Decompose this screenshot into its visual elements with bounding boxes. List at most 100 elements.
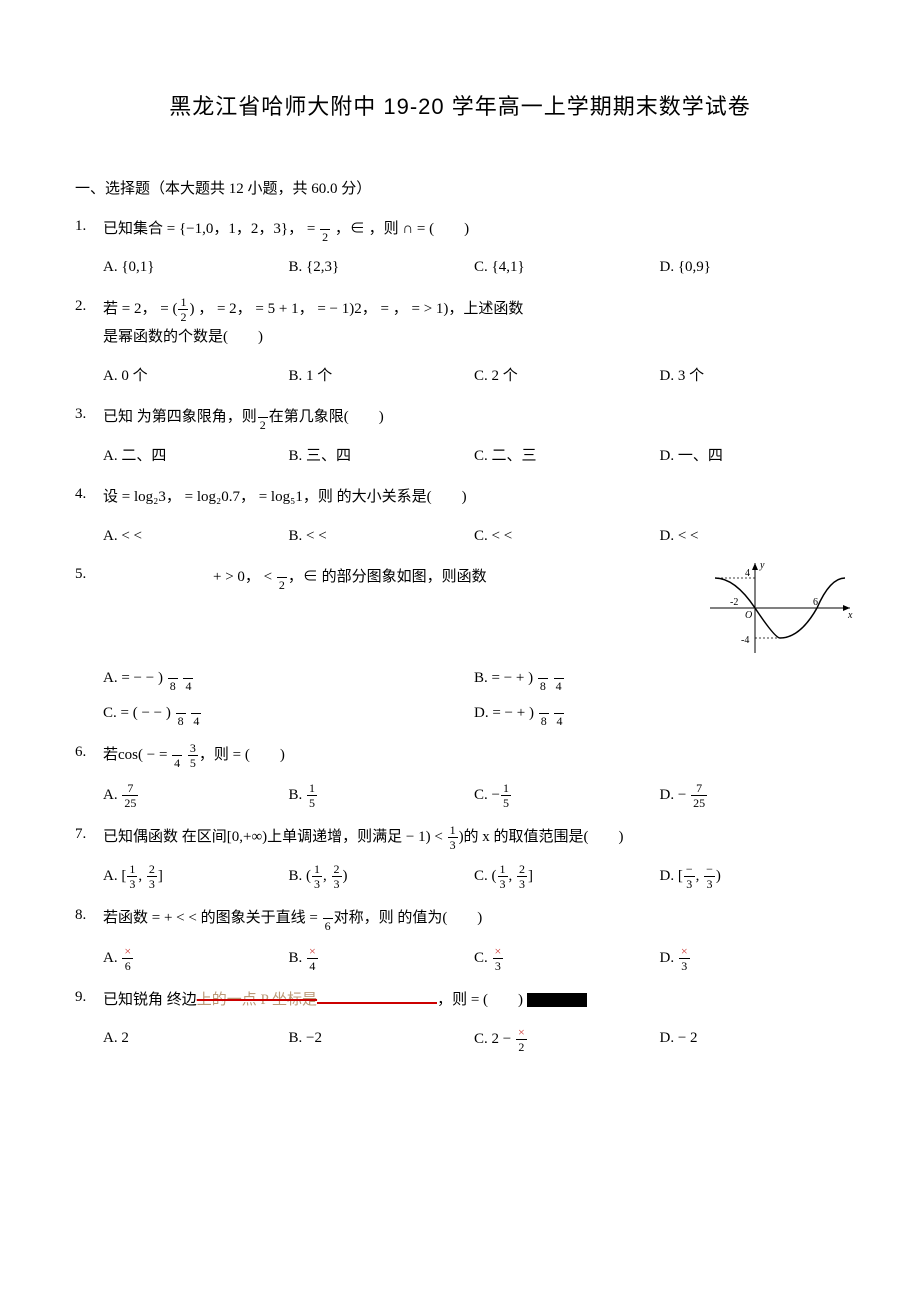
q2-stem: 若 = 2， = (12) ， = 2， = 5 + 1， = − 1)2， =… — [103, 295, 845, 352]
question-3: 3. 已知 为第四象限角，则 2在第几象限( ) A. 二、四 B. 三、四 C… — [75, 403, 845, 473]
q1-opt-b: B. {2,3} — [289, 251, 475, 285]
q9-d-text: − 2 — [678, 1030, 698, 1046]
q8-opt-c: C. ×3 — [474, 941, 660, 976]
q5-opt-b: B. = − + ) 8 4 — [474, 661, 845, 696]
q7-frac-13: 13 — [448, 824, 458, 851]
q5-a-f1: 8 — [168, 665, 178, 692]
q8-s-a: 若函数 = + < < 的图象关于直线 = — [103, 910, 322, 926]
q1-stem: 已知集合 = {−1,0，1，2，3}， = 2 ，∈ ，则 ∩ = ( ) — [103, 215, 845, 244]
q9-c-frac: ×2 — [516, 1026, 527, 1053]
q9-options: A. 2 B. −2 C. 2 − ×2 D. − 2 — [103, 1022, 845, 1057]
q9-s-a: 已知锐角 终边 — [103, 992, 197, 1008]
q6-frac-35: 35 — [188, 742, 198, 769]
q8-frac-6: 6 — [323, 905, 333, 932]
exam-title: 黑龙江省哈师大附中 19-20 学年高一上学期期末数学试卷 — [75, 90, 845, 123]
q2-s-f: = 5 + 1， — [255, 301, 313, 317]
q7-b-f2: 23 — [332, 863, 342, 890]
q6-d-pre: − — [678, 786, 690, 802]
q7-b-f1: 13 — [312, 863, 322, 890]
svg-text:x: x — [847, 610, 853, 621]
q4-opt-d: D. < < — [660, 520, 846, 554]
q6-opt-b: B. 15 — [289, 778, 475, 813]
q7-s-a: 已知偶函数 在区间[0,+∞)上单调递增，则满足 − 1) < — [103, 829, 447, 845]
q2-c-text: 2 个 — [492, 368, 518, 384]
question-7: 7. 已知偶函数 在区间[0,+∞)上单调递增，则满足 − 1) < 13)的 … — [75, 823, 845, 895]
q3-b-text: 三、四 — [306, 448, 351, 464]
question-2: 2. 若 = 2， = (12) ， = 2， = 5 + 1， = − 1)2… — [75, 295, 845, 394]
q6-opt-c: C. −15 — [474, 778, 660, 813]
q5-d-f1: 8 — [539, 700, 549, 727]
q1-stem-d: ，∈ ，则 ∩ = ( ) — [335, 221, 469, 237]
q5-s-b: ，∈ 的部分图象如图，则函数 — [288, 569, 487, 585]
q1-opt-c: C. {4,1} — [474, 251, 660, 285]
q5-s-a: + > 0， < — [213, 569, 276, 585]
q5-xleft-label: -2 — [730, 597, 738, 608]
qnum-9: 9. — [75, 986, 86, 1009]
q3-opt-a: A. 二、四 — [103, 440, 289, 474]
q7-options: A. [13, 23] B. (13, 23) C. (13, 23] D. [… — [103, 859, 845, 894]
q9-s-c: ，则 = ( ) — [437, 992, 523, 1008]
q7-d-f2: −3 — [704, 863, 715, 890]
qnum-8: 8. — [75, 904, 86, 927]
qnum-7: 7. — [75, 823, 86, 846]
q9-opt-d: D. − 2 — [660, 1022, 846, 1057]
q4-opt-c: C. < < — [474, 520, 660, 554]
q1-opt-d: D. {0,9} — [660, 251, 846, 285]
q8-a-frac: ×6 — [122, 945, 133, 972]
q5-ymin-label: -4 — [741, 635, 749, 646]
q3-frac: 2 — [258, 404, 268, 431]
redline-icon — [317, 994, 437, 1004]
q1-options: A. {0,1} B. {2,3} C. {4,1} D. {0,9} — [103, 251, 845, 285]
q4-options: A. < < B. < < C. < < D. < < — [103, 520, 845, 554]
q5-c-text: = ( − − ) — [121, 705, 171, 721]
q3-opt-b: B. 三、四 — [289, 440, 475, 474]
q5-a-f2: 4 — [183, 665, 193, 692]
q6-b-frac: 15 — [307, 782, 317, 809]
q2-opt-d: D. 3 个 — [660, 360, 846, 394]
redacted-block-icon — [527, 993, 587, 1007]
q8-opt-b: B. ×4 — [289, 941, 475, 976]
q6-d-frac: 725 — [691, 782, 707, 809]
q2-s-e: = 2， — [217, 301, 252, 317]
q5-b-text: = − + ) — [492, 670, 534, 686]
q7-opt-d: D. [−3, −3) — [660, 859, 846, 894]
q9-opt-b: B. −2 — [289, 1022, 475, 1057]
q9-opt-a: A. 2 — [103, 1022, 289, 1057]
q5-c-f2: 4 — [191, 700, 201, 727]
q7-a-f1: 13 — [127, 863, 137, 890]
q6-opt-a: A. 725 — [103, 778, 289, 813]
q5-c-f1: 8 — [176, 700, 186, 727]
q6-frac-4: 4 — [172, 742, 182, 769]
q5-opt-c: C. = ( − − ) 8 4 — [103, 696, 474, 731]
q4-d-text: < < — [678, 528, 699, 544]
q3-stem: 已知 为第四象限角，则 2在第几象限( ) — [103, 403, 845, 432]
q2-s-h: = ， — [381, 301, 408, 317]
q4-stem: 设 = log₂3， = log₂0.7， = log₅1，则 的大小关系是( … — [103, 483, 845, 512]
q8-c-frac: ×3 — [493, 945, 504, 972]
q3-opt-d: D. 一、四 — [660, 440, 846, 474]
svg-text:y: y — [759, 560, 765, 571]
q5-b-f2: 4 — [554, 665, 564, 692]
q6-stem: 若cos( − = 4 35，则 = ( ) — [103, 741, 845, 770]
q5-d-text: = − + ) — [492, 705, 534, 721]
q5-graph: x y O 4 -4 -2 6 — [705, 558, 855, 666]
q6-s-a: 若cos( − = — [103, 747, 171, 763]
q4-c-text: < < — [492, 528, 513, 544]
q2-options: A. 0 个 B. 1 个 C. 2 个 D. 3 个 — [103, 360, 845, 394]
q8-stem: 若函数 = + < < 的图象关于直线 = 6对称，则 的值为( ) — [103, 904, 845, 933]
q5-d-f2: 4 — [554, 700, 564, 727]
q7-a-f2: 23 — [147, 863, 157, 890]
q2-s-j: > 1)，上述函数 — [424, 301, 524, 317]
q2-opt-a: A. 0 个 — [103, 360, 289, 394]
q5-b-f1: 8 — [538, 665, 548, 692]
q2-s-b: = 2， — [122, 301, 157, 317]
q4-b-text: < < — [306, 528, 327, 544]
q2-d-text: 3 个 — [678, 368, 704, 384]
q2-b-text: 1 个 — [306, 368, 332, 384]
qnum-2: 2. — [75, 295, 86, 318]
qnum-4: 4. — [75, 483, 86, 506]
q5-frac-pi2: 2 — [277, 564, 287, 591]
q2-opt-c: C. 2 个 — [474, 360, 660, 394]
q3-s-a: 已知 — [103, 409, 133, 425]
q5-ymax-label: 4 — [745, 568, 750, 579]
